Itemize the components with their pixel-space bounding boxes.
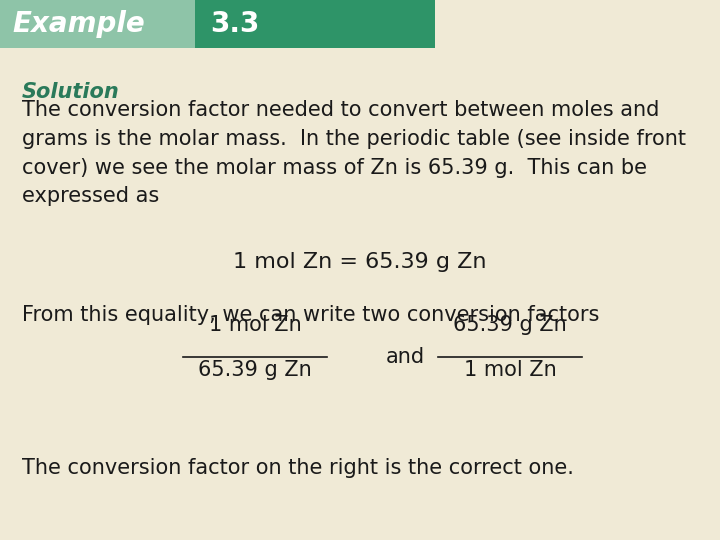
Text: From this equality, we can write two conversion factors: From this equality, we can write two con… — [22, 305, 599, 325]
Text: 1 mol Zn = 65.39 g Zn: 1 mol Zn = 65.39 g Zn — [233, 252, 487, 272]
Text: The conversion factor needed to convert between moles and
grams is the molar mas: The conversion factor needed to convert … — [22, 100, 686, 206]
Text: 1 mol Zn: 1 mol Zn — [464, 360, 557, 380]
Text: 3.3: 3.3 — [210, 10, 259, 38]
Text: 1 mol Zn: 1 mol Zn — [209, 315, 302, 335]
Text: The conversion factor on the right is the correct one.: The conversion factor on the right is th… — [22, 458, 574, 478]
FancyBboxPatch shape — [195, 0, 435, 48]
Text: and: and — [385, 347, 425, 367]
Text: 65.39 g Zn: 65.39 g Zn — [198, 360, 312, 380]
FancyBboxPatch shape — [0, 0, 195, 48]
Text: 65.39 g Zn: 65.39 g Zn — [453, 315, 567, 335]
Text: Solution: Solution — [22, 82, 120, 102]
Text: Example: Example — [12, 10, 145, 38]
